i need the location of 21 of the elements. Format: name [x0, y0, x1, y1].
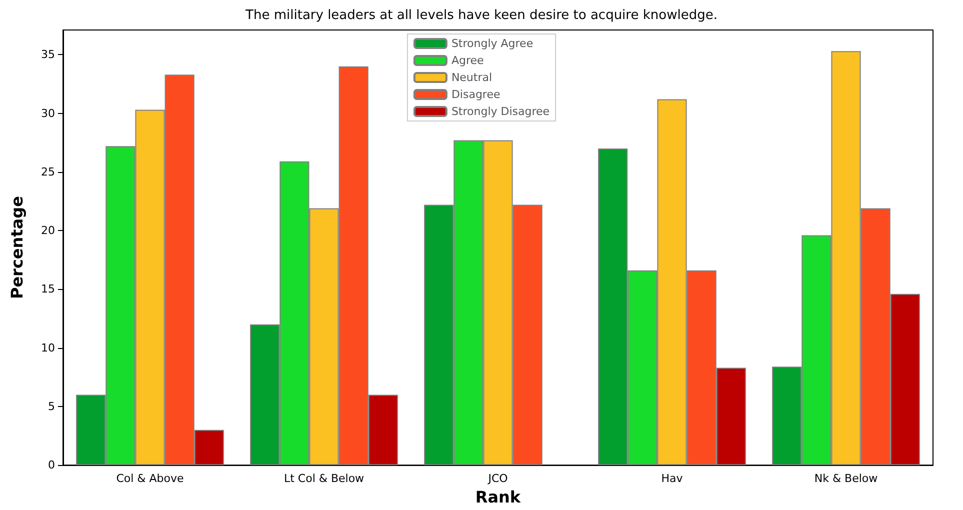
x-tick-label: JCO [487, 472, 508, 486]
y-tick-label: 10 [41, 341, 55, 354]
x-tick-label: Col & Above [116, 472, 184, 486]
chart-title: The military leaders at all levels have keen desire to acquire knowledge. [244, 8, 718, 23]
x-tick-label: Lt Col & Below [284, 472, 364, 486]
legend-label: Disagree [451, 88, 500, 101]
y-tick-label: 0 [48, 458, 55, 472]
y-tick-label: 15 [41, 282, 55, 296]
legend-label: Strongly Disagree [451, 105, 550, 118]
y-tick-label: 5 [48, 400, 55, 413]
legend-label: Agree [451, 54, 484, 67]
x-tick-label: Nk & Below [814, 472, 878, 486]
y-tick-label: 20 [41, 224, 55, 238]
legend-label: Strongly Agree [451, 37, 534, 50]
y-tick-label: 30 [41, 106, 55, 120]
legend-label: Neutral [451, 71, 492, 84]
y-tick-label: 35 [41, 48, 55, 62]
y-tick-label: 25 [41, 165, 55, 178]
y-axis-title: Percentage [8, 196, 26, 300]
x-axis-title: Rank [475, 488, 521, 506]
x-tick-label: Hav [661, 472, 684, 486]
